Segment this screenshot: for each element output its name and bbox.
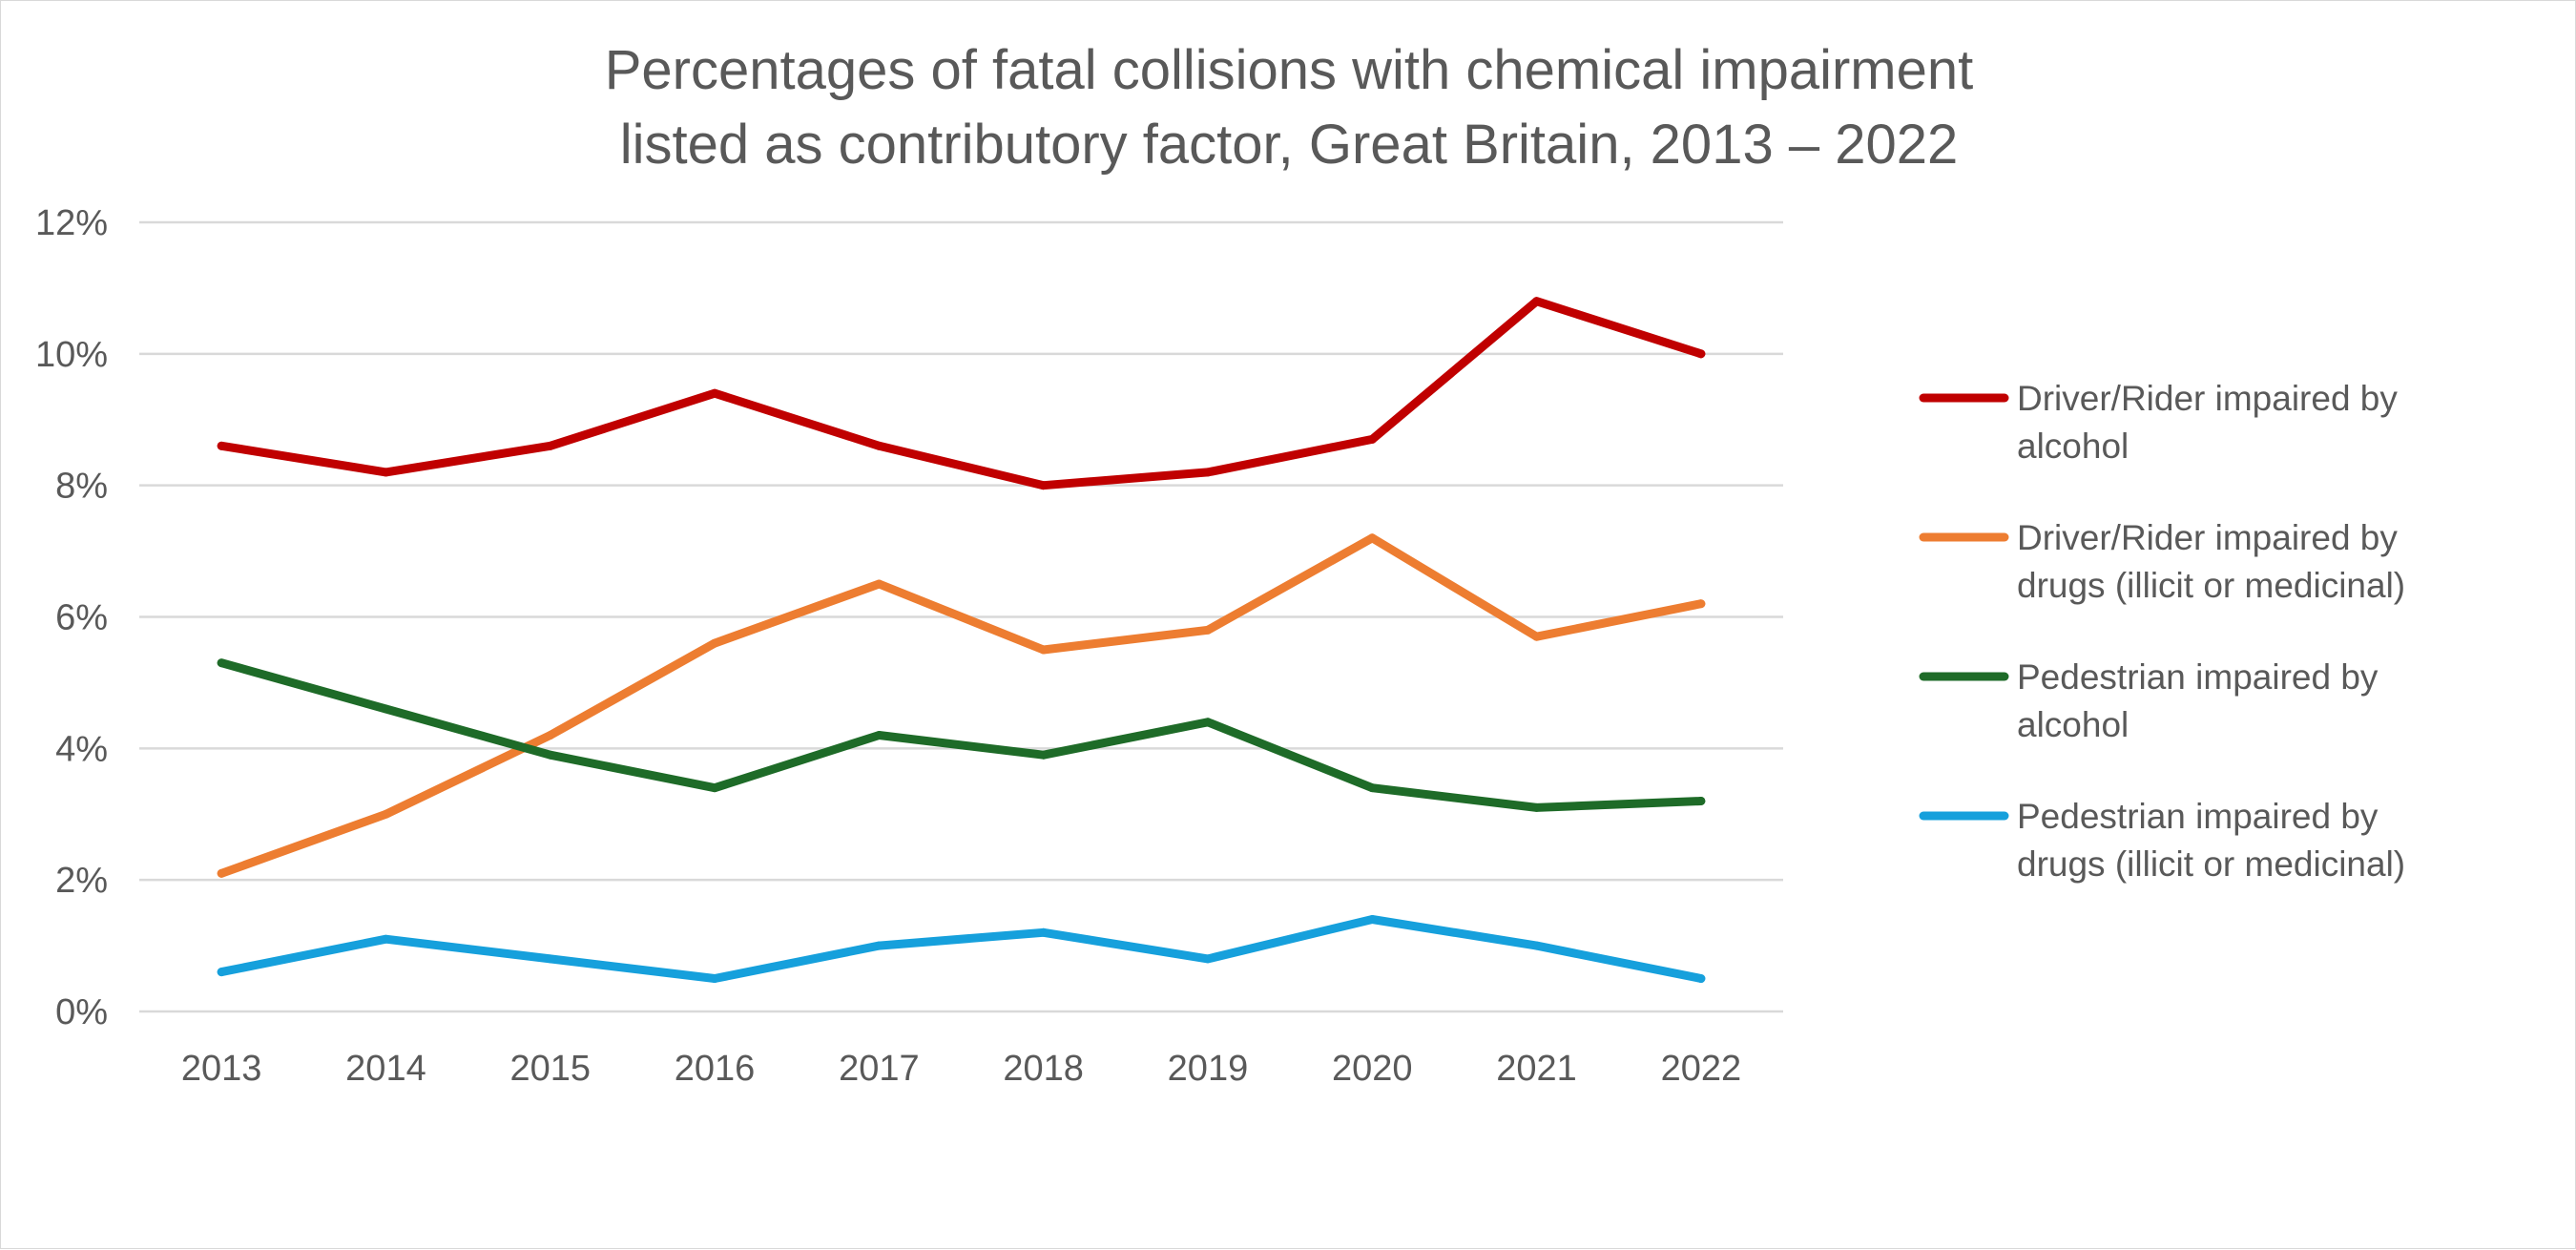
data-point: [217, 441, 226, 450]
data-point: [1367, 915, 1377, 925]
y-tick-label: 8%: [55, 467, 108, 507]
y-tick-label: 2%: [55, 861, 108, 901]
data-point: [710, 974, 719, 984]
data-point: [546, 441, 555, 450]
chart-title-line-2: listed as contributory factor, Great Bri…: [620, 114, 1958, 176]
data-point: [710, 783, 719, 793]
series-1: [217, 533, 1706, 878]
y-axis-tick-labels: 0% 2% 4% 6% 8% 10% 12%: [35, 203, 108, 1032]
y-tick-label: 12%: [35, 203, 108, 243]
data-point: [217, 968, 226, 977]
data-point: [1203, 625, 1213, 635]
data-point: [1532, 297, 1542, 306]
data-point: [1039, 750, 1049, 760]
data-point: [217, 658, 226, 668]
data-point: [710, 638, 719, 648]
legend-label: drugs (illicit or medicinal): [2017, 566, 2405, 605]
x-tick-label: 2022: [1661, 1049, 1742, 1089]
data-point: [217, 868, 226, 878]
data-point: [874, 941, 883, 950]
x-axis-tick-labels: 2013 2014 2015 2016 2017 2018 2019 2020 2021 2022: [181, 1049, 1741, 1089]
data-point: [1039, 645, 1049, 655]
data-point: [1039, 481, 1049, 490]
series-line-1: [217, 533, 1706, 878]
y-tick-label: 4%: [55, 729, 108, 769]
data-point: [1203, 954, 1213, 964]
legend-label: alcohol: [2017, 427, 2129, 466]
data-point: [1367, 783, 1377, 793]
legend-label: Driver/Rider impaired by: [2017, 379, 2398, 418]
y-tick-label: 10%: [35, 335, 108, 375]
data-point: [1367, 434, 1377, 444]
data-point: [1696, 349, 1706, 359]
data-point: [1203, 718, 1213, 727]
legend-label: alcohol: [2017, 705, 2129, 744]
data-point: [874, 579, 883, 589]
data-point: [1532, 941, 1542, 950]
data-point: [1696, 796, 1706, 805]
legend-item-2: Pedestrian impaired by alcohol: [1919, 657, 2379, 744]
data-point: [1203, 468, 1213, 477]
data-point: [1696, 974, 1706, 984]
data-point: [1696, 599, 1706, 609]
data-point: [874, 441, 883, 450]
legend-label: Driver/Rider impaired by: [2017, 518, 2398, 557]
data-point: [1532, 802, 1542, 812]
data-point: [1367, 533, 1377, 543]
data-point: [381, 809, 390, 819]
chart-title: Percentages of fatal collisions with che…: [605, 39, 1974, 176]
data-point: [381, 468, 390, 477]
x-tick-label: 2018: [1003, 1049, 1084, 1089]
legend-label: Pedestrian impaired by: [2017, 797, 2379, 836]
y-tick-label: 0%: [55, 992, 108, 1032]
legend-item-0: Driver/Rider impaired by alcohol: [1919, 379, 2398, 466]
data-point: [546, 750, 555, 760]
legend-item-3: Pedestrian impaired by drugs (illicit or …: [1919, 797, 2405, 884]
legend: Driver/Rider impaired byalcoholDriver/Ri…: [1919, 379, 2405, 884]
chart-title-line-1: Percentages of fatal collisions with che…: [605, 39, 1974, 101]
series-lines: [217, 297, 1706, 984]
data-point: [381, 704, 390, 714]
data-point: [1532, 632, 1542, 641]
data-point: [381, 934, 390, 944]
x-tick-label: 2020: [1332, 1049, 1413, 1089]
x-tick-label: 2013: [181, 1049, 262, 1089]
series-3: [217, 915, 1706, 984]
y-tick-label: 6%: [55, 598, 108, 638]
series-2: [217, 658, 1706, 812]
legend-label: drugs (illicit or medicinal): [2017, 844, 2405, 884]
series-line-3: [217, 915, 1706, 983]
legend-label: Pedestrian impaired by: [2017, 657, 2379, 697]
x-tick-label: 2019: [1168, 1049, 1249, 1089]
x-tick-label: 2016: [675, 1049, 756, 1089]
x-tick-label: 2015: [509, 1049, 591, 1089]
series-line-0: [217, 297, 1706, 490]
data-point: [546, 954, 555, 964]
x-tick-label: 2017: [839, 1049, 920, 1089]
data-point: [710, 388, 719, 398]
data-point: [1039, 927, 1049, 937]
x-tick-label: 2021: [1496, 1049, 1577, 1089]
data-point: [874, 731, 883, 740]
legend-item-1: Driver/Rider impaired by drugs (illicit o…: [1919, 518, 2405, 605]
series-0: [217, 297, 1706, 490]
series-line-2: [217, 658, 1706, 812]
data-point: [546, 731, 555, 740]
x-tick-label: 2014: [345, 1049, 426, 1089]
